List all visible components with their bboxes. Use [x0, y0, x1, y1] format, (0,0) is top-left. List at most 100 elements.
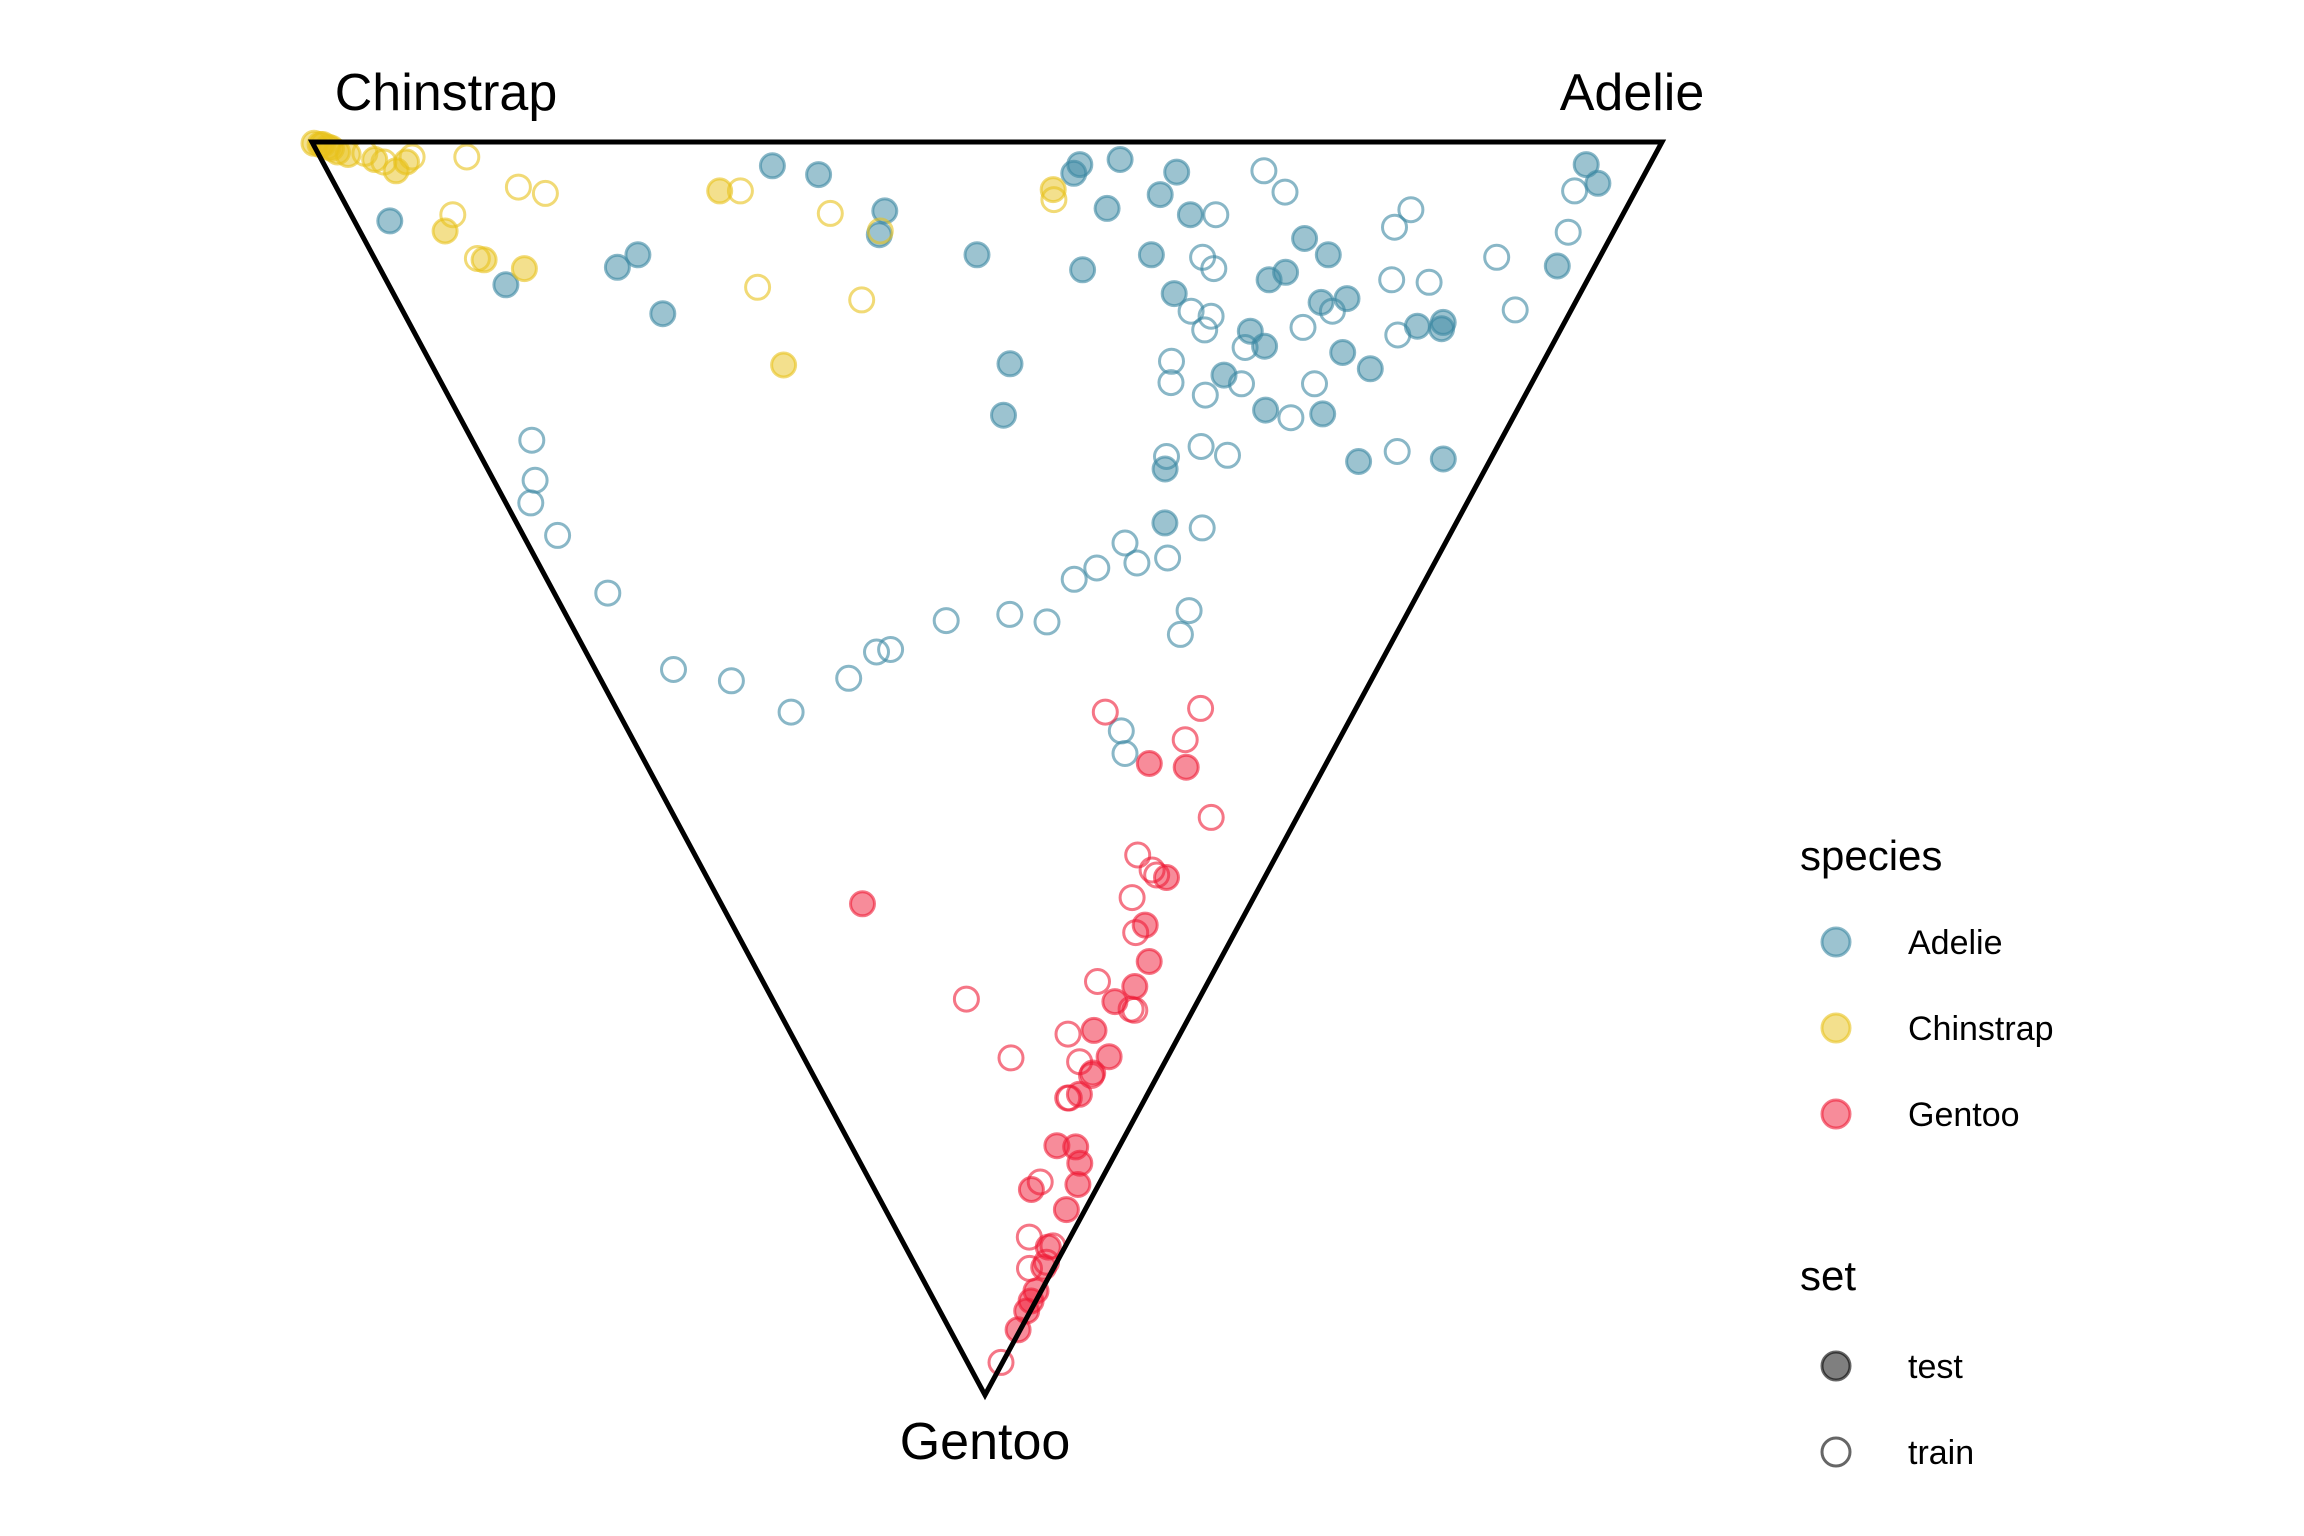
data-point-gentoo-test [1121, 973, 1149, 1000]
data-point-adelie-train [1175, 597, 1203, 625]
data-point-gentoo-test [1101, 988, 1129, 1016]
data-point-adelie-test [1429, 445, 1457, 473]
data-point-adelie-train [717, 667, 745, 695]
data-point-adelie-test [1151, 455, 1179, 483]
legend-label-adelie: Adelie [1908, 924, 2003, 962]
data-point-adelie-train [1301, 370, 1328, 398]
data-point-adelie-train [1381, 213, 1408, 241]
data-point-adelie-test [649, 300, 677, 328]
legend-label-chinstrap: Chinstrap [1908, 1010, 2054, 1048]
data-point-chinstrap-train [453, 143, 481, 171]
ternary-triangle [307, 139, 1667, 1401]
data-point-adelie-train [517, 489, 545, 517]
data-point-adelie-train [1189, 243, 1217, 271]
data-point-adelie-train [1383, 438, 1411, 465]
vertex-label-gentoo: Gentoo [900, 1413, 1071, 1471]
data-point-gentoo-test [1017, 1176, 1045, 1203]
data-point-adelie-train [1187, 433, 1215, 460]
data-point-gentoo-train [952, 985, 980, 1013]
legend-label-gentoo: Gentoo [1908, 1096, 2020, 1134]
data-point-adelie-train [863, 638, 890, 666]
vertex-label-chinstrap: Chinstrap [335, 64, 558, 122]
data-point-chinstrap-train [531, 179, 559, 207]
data-point-adelie-train [1378, 266, 1406, 294]
data-point-adelie-train [1271, 178, 1299, 206]
data-point-chinstrap-test [510, 255, 538, 283]
data-point-chinstrap-test [1039, 176, 1067, 204]
data-point-gentoo-test [1172, 753, 1200, 781]
data-point-adelie-test [996, 350, 1024, 378]
data-point-adelie-train [1561, 177, 1589, 205]
data-point-adelie-train [660, 656, 687, 683]
data-point-gentoo-test [1079, 1059, 1107, 1087]
data-point-adelie-test [376, 207, 404, 235]
legend-species-title: species [1800, 832, 1942, 879]
data-point-chinstrap-train [504, 173, 532, 201]
data-point-chinstrap-test [470, 246, 498, 274]
data-point-gentoo-test [1153, 864, 1180, 891]
data-point-adelie-test [1236, 317, 1264, 345]
data-point-adelie-train [1033, 608, 1061, 636]
data-point-adelie-train [1154, 544, 1182, 572]
data-point-adelie-train [1415, 268, 1443, 296]
vertex-label-adelie: Adelie [1560, 64, 1705, 122]
data-point-adelie-test [1106, 146, 1134, 173]
data-point-adelie-train [835, 664, 863, 692]
data-point-adelie-test [1307, 288, 1335, 316]
data-point-adelie-train [1250, 157, 1278, 185]
data-point-gentoo-test [849, 890, 876, 918]
data-point-adelie-train [1177, 297, 1205, 325]
legend-label-train: train [1908, 1434, 1974, 1472]
data-point-adelie-train [521, 466, 549, 494]
data-point-adelie-train [1197, 302, 1225, 330]
data-point-adelie-test [1356, 355, 1384, 383]
data-point-chinstrap-test [382, 157, 410, 185]
data-point-gentoo-test [1135, 948, 1163, 975]
data-point-gentoo-train [1118, 884, 1146, 912]
data-point-adelie-test [1572, 151, 1600, 179]
data-point-adelie-test [1176, 201, 1204, 229]
data-point-adelie-train [1123, 549, 1151, 577]
legend-key-train [1820, 1436, 1852, 1468]
data-point-adelie-train [1397, 196, 1425, 224]
data-point-adelie-train [1214, 441, 1241, 469]
data-point-adelie-test [1093, 194, 1121, 222]
legend-species-items: Adelie Chinstrap Gentoo [1820, 924, 2054, 1134]
data-point-adelie-train [777, 698, 805, 726]
legend-set-title: set [1800, 1252, 1856, 1299]
data-point-gentoo-train [1084, 968, 1111, 995]
data-point-adelie-train [1277, 404, 1305, 432]
data-point-adelie-test [1403, 312, 1431, 340]
data-point-adelie-train [1501, 296, 1529, 324]
data-point-adelie-test [1151, 509, 1179, 537]
data-point-adelie-test [1252, 396, 1280, 424]
data-point-gentoo-test [1095, 1043, 1123, 1071]
data-point-gentoo-train [1124, 841, 1152, 869]
data-point-adelie-test [1333, 285, 1361, 313]
data-point-adelie-test [1329, 339, 1357, 366]
points-layer [300, 129, 1612, 1376]
legend-label-test: test [1908, 1348, 1963, 1386]
data-point-adelie-train [1158, 347, 1185, 375]
data-point-adelie-test [1314, 241, 1342, 269]
data-point-adelie-test [990, 401, 1017, 429]
data-point-adelie-train [1083, 554, 1111, 582]
data-point-chinstrap-test [706, 177, 734, 205]
data-point-adelie-train [1554, 218, 1582, 246]
data-point-adelie-train [877, 636, 905, 663]
legend-key-adelie [1820, 926, 1852, 958]
data-point-chinstrap-train [848, 286, 876, 314]
data-point-adelie-train [1191, 316, 1219, 344]
legend-set-items: test train [1820, 1348, 1974, 1472]
data-point-adelie-train [1191, 381, 1219, 409]
data-point-adelie-train [996, 600, 1024, 628]
data-point-adelie-test [603, 253, 631, 281]
data-point-adelie-train [1157, 369, 1185, 397]
data-point-chinstrap-test [334, 141, 362, 168]
data-point-adelie-test [1160, 280, 1188, 308]
data-point-adelie-train [1188, 514, 1216, 542]
data-point-chinstrap-test [361, 146, 389, 173]
data-point-gentoo-train [1197, 803, 1225, 831]
data-point-adelie-train [1483, 243, 1511, 271]
